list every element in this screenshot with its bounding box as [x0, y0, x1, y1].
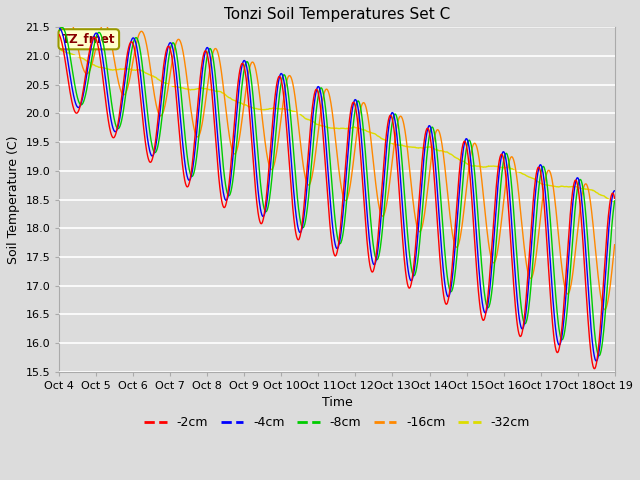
Title: Tonzi Soil Temperatures Set C: Tonzi Soil Temperatures Set C [224, 7, 450, 22]
Legend: -2cm, -4cm, -8cm, -16cm, -32cm: -2cm, -4cm, -8cm, -16cm, -32cm [139, 411, 535, 434]
X-axis label: Time: Time [321, 396, 353, 409]
Y-axis label: Soil Temperature (C): Soil Temperature (C) [7, 135, 20, 264]
Text: TZ_fmet: TZ_fmet [62, 33, 116, 46]
